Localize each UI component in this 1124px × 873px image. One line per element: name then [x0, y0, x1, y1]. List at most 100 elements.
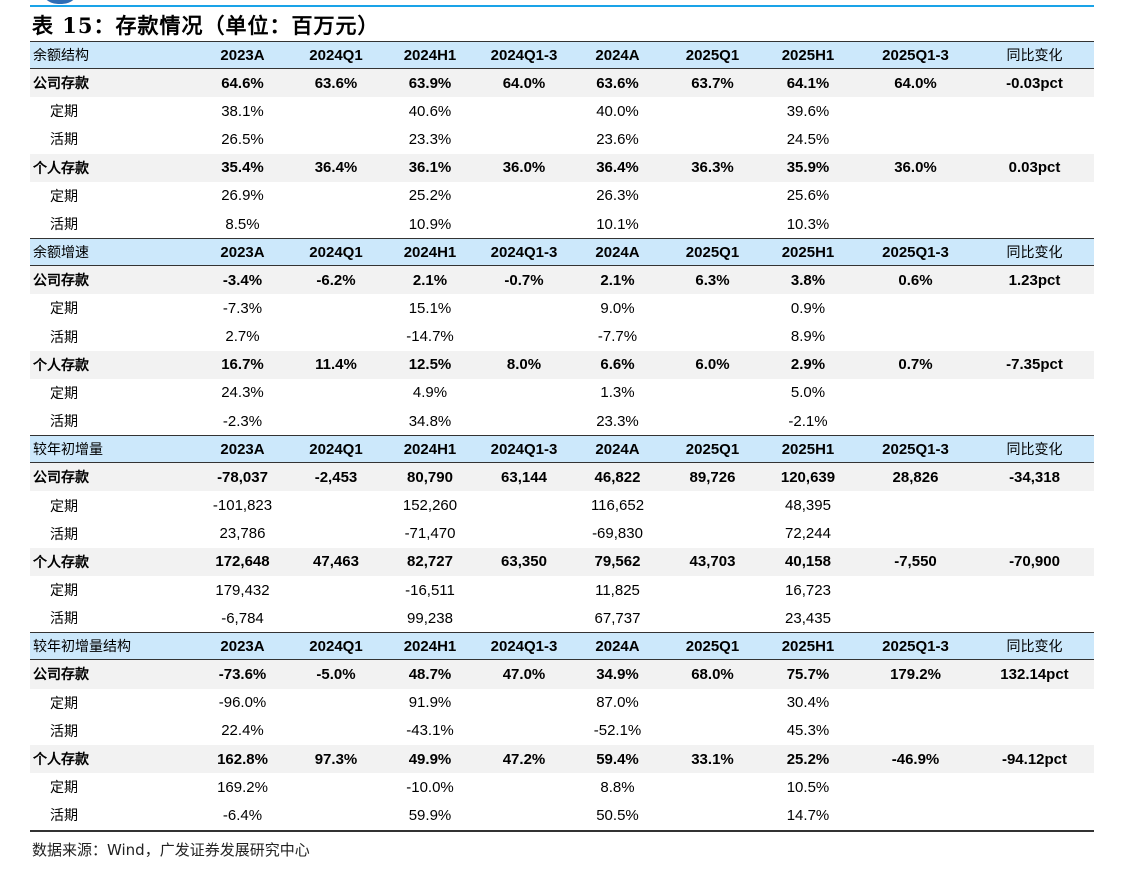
table-cell: 89,726 [689, 468, 736, 486]
column-header: 2025Q1-3 [882, 440, 949, 458]
table-cell: -3.4% [222, 271, 263, 289]
table-title: 表 15：存款情况（单位：百万元） [32, 13, 380, 38]
row-label: 定期 [50, 188, 78, 205]
table-row: 个人存款 162.8% 97.3% 49.9% 47.2% 59.4% 33.1% 25.2%… [30, 744, 1094, 774]
column-header: 2024H1 [403, 243, 457, 261]
table-cell: 40,158 [785, 553, 831, 571]
header-rule [30, 5, 1094, 7]
column-header: 2025H1 [781, 243, 835, 261]
table-cell: 15.1% [408, 299, 452, 317]
row-label: 活期 [50, 611, 78, 628]
table-cell: 72,244 [785, 525, 831, 543]
column-header: 2023A [220, 243, 265, 261]
source-note: 数据来源：Wind，广发证券发展研究中心 [32, 841, 310, 859]
table-cell: -69,830 [592, 525, 643, 543]
table-cell: 1.3% [600, 384, 635, 402]
table-cell: 67,737 [594, 609, 641, 627]
table-row: 公司存款 -3.4% -6.2% 2.1% -0.7% 2.1% 6.3% 3.8% 0.6% 1… [30, 266, 1094, 295]
table-row: 定期 26.9% 25.2% 26.3% 25.6% [30, 182, 1094, 210]
table-cell: -0.03pct [1006, 74, 1063, 92]
table-cell: 8.0% [506, 356, 542, 374]
column-header: 2025Q1 [685, 637, 740, 655]
table-row: 定期 -96.0% 91.9% 87.0% 30.4% [30, 689, 1094, 717]
table-row: 活期 26.5% 23.3% 23.6% 24.5% [30, 125, 1094, 153]
column-header: 2024A [595, 440, 640, 458]
row-label: 定期 [50, 301, 78, 318]
table-cell: 0.03pct [1008, 159, 1061, 177]
table-cell: 63.6% [314, 74, 358, 92]
table-cell: 23.3% [596, 412, 639, 430]
table-row: 活期 8.5% 10.9% 10.1% 10.3% [30, 210, 1094, 238]
section-header-row: 较年初增量 2023A 2024Q1 2024H1 2024Q1-3 2024A 2025Q… [30, 435, 1094, 464]
table-cell: 22.4% [221, 722, 264, 740]
table-cell: 16.7% [221, 356, 264, 374]
table-cell: 59.9% [408, 806, 452, 824]
row-label: 活期 [50, 526, 78, 543]
table-row: 活期 -6.4% 59.9% 50.5% 14.7% [30, 801, 1094, 829]
table-cell: 91.9% [408, 694, 452, 712]
table-cell: 79,562 [594, 553, 641, 571]
row-label: 公司存款 [33, 273, 89, 290]
table-cell: 23,435 [785, 609, 831, 627]
section-header-row: 较年初增量结构 2023A 2024Q1 2024H1 2024Q1-3 2024A 202… [30, 632, 1094, 661]
table-row: 公司存款 64.6% 63.6% 63.9% 64.0% 63.6% 63.7% 64.1% 6… [30, 69, 1094, 98]
table-cell: 6.3% [695, 271, 730, 289]
table-cell: 2.7% [225, 328, 260, 346]
section-header-label: 余额结构 [33, 48, 89, 64]
table-cell: 23,786 [219, 525, 266, 543]
section-header-label: 较年初增量结构 [33, 639, 131, 656]
table-cell: 87.0% [596, 694, 639, 712]
table-cell: 0.9% [790, 299, 826, 317]
column-header: 2025H1 [781, 637, 835, 655]
table-cell: 36.0% [502, 159, 546, 177]
table-cell: 97.3% [314, 750, 358, 768]
table-cell: 2.9% [790, 356, 826, 374]
table-cell: 48,395 [785, 497, 831, 515]
table-cell: 26.9% [221, 187, 264, 205]
column-header: 2024H1 [403, 46, 457, 64]
table-cell: 63,350 [501, 553, 547, 571]
row-label: 活期 [50, 808, 78, 825]
column-header: 2025Q1-3 [882, 46, 949, 64]
table-cell: 6.0% [695, 356, 730, 374]
table-cell: 2.1% [600, 271, 635, 289]
column-header: 同比变化 [1006, 48, 1063, 64]
row-label: 活期 [50, 132, 78, 149]
table-cell: 26.3% [596, 187, 639, 205]
table-cell: 30.4% [786, 694, 830, 712]
table-cell: 12.5% [408, 356, 452, 374]
table-row: 定期 169.2% -10.0% 8.8% 10.5% [30, 773, 1094, 801]
column-header: 2025Q1-3 [882, 243, 949, 261]
row-label: 定期 [50, 583, 78, 600]
table-cell: 82,727 [407, 553, 453, 571]
table-cell: 33.1% [691, 750, 734, 768]
table-cell: 50.5% [596, 806, 639, 824]
table-cell: 39.6% [786, 102, 830, 120]
row-label: 定期 [50, 780, 78, 797]
column-header: 2025Q1 [685, 243, 740, 261]
table-cell: 16,723 [785, 581, 831, 599]
table-cell: 36.4% [314, 159, 358, 177]
column-header: 2023A [220, 637, 265, 655]
table-cell: 47.0% [502, 665, 546, 683]
brand-logo [40, 0, 80, 4]
table-cell: -7,550 [894, 553, 937, 571]
table-cell: 49.9% [408, 750, 452, 768]
section-header-label: 余额增速 [33, 245, 89, 262]
row-label: 定期 [50, 104, 78, 121]
table-cell: 10.1% [596, 215, 639, 233]
table-cell: 0.7% [898, 356, 933, 374]
table-cell: 25.2% [786, 750, 830, 768]
column-header: 2025Q1-3 [882, 637, 949, 655]
row-label: 个人存款 [33, 160, 89, 177]
row-label: 个人存款 [33, 554, 89, 571]
table-row: 活期 23,786 -71,470 -69,830 72,244 [30, 520, 1094, 548]
column-header: 同比变化 [1006, 639, 1063, 656]
table-row: 定期 179,432 -16,511 11,825 16,723 [30, 576, 1094, 604]
table-cell: 46,822 [594, 468, 641, 486]
table-cell: 11,825 [595, 581, 640, 599]
table-cell: 179,432 [215, 581, 270, 599]
row-label: 活期 [50, 723, 78, 740]
table-cell: -2.1% [788, 412, 828, 430]
column-header: 2024Q1-3 [490, 440, 558, 458]
